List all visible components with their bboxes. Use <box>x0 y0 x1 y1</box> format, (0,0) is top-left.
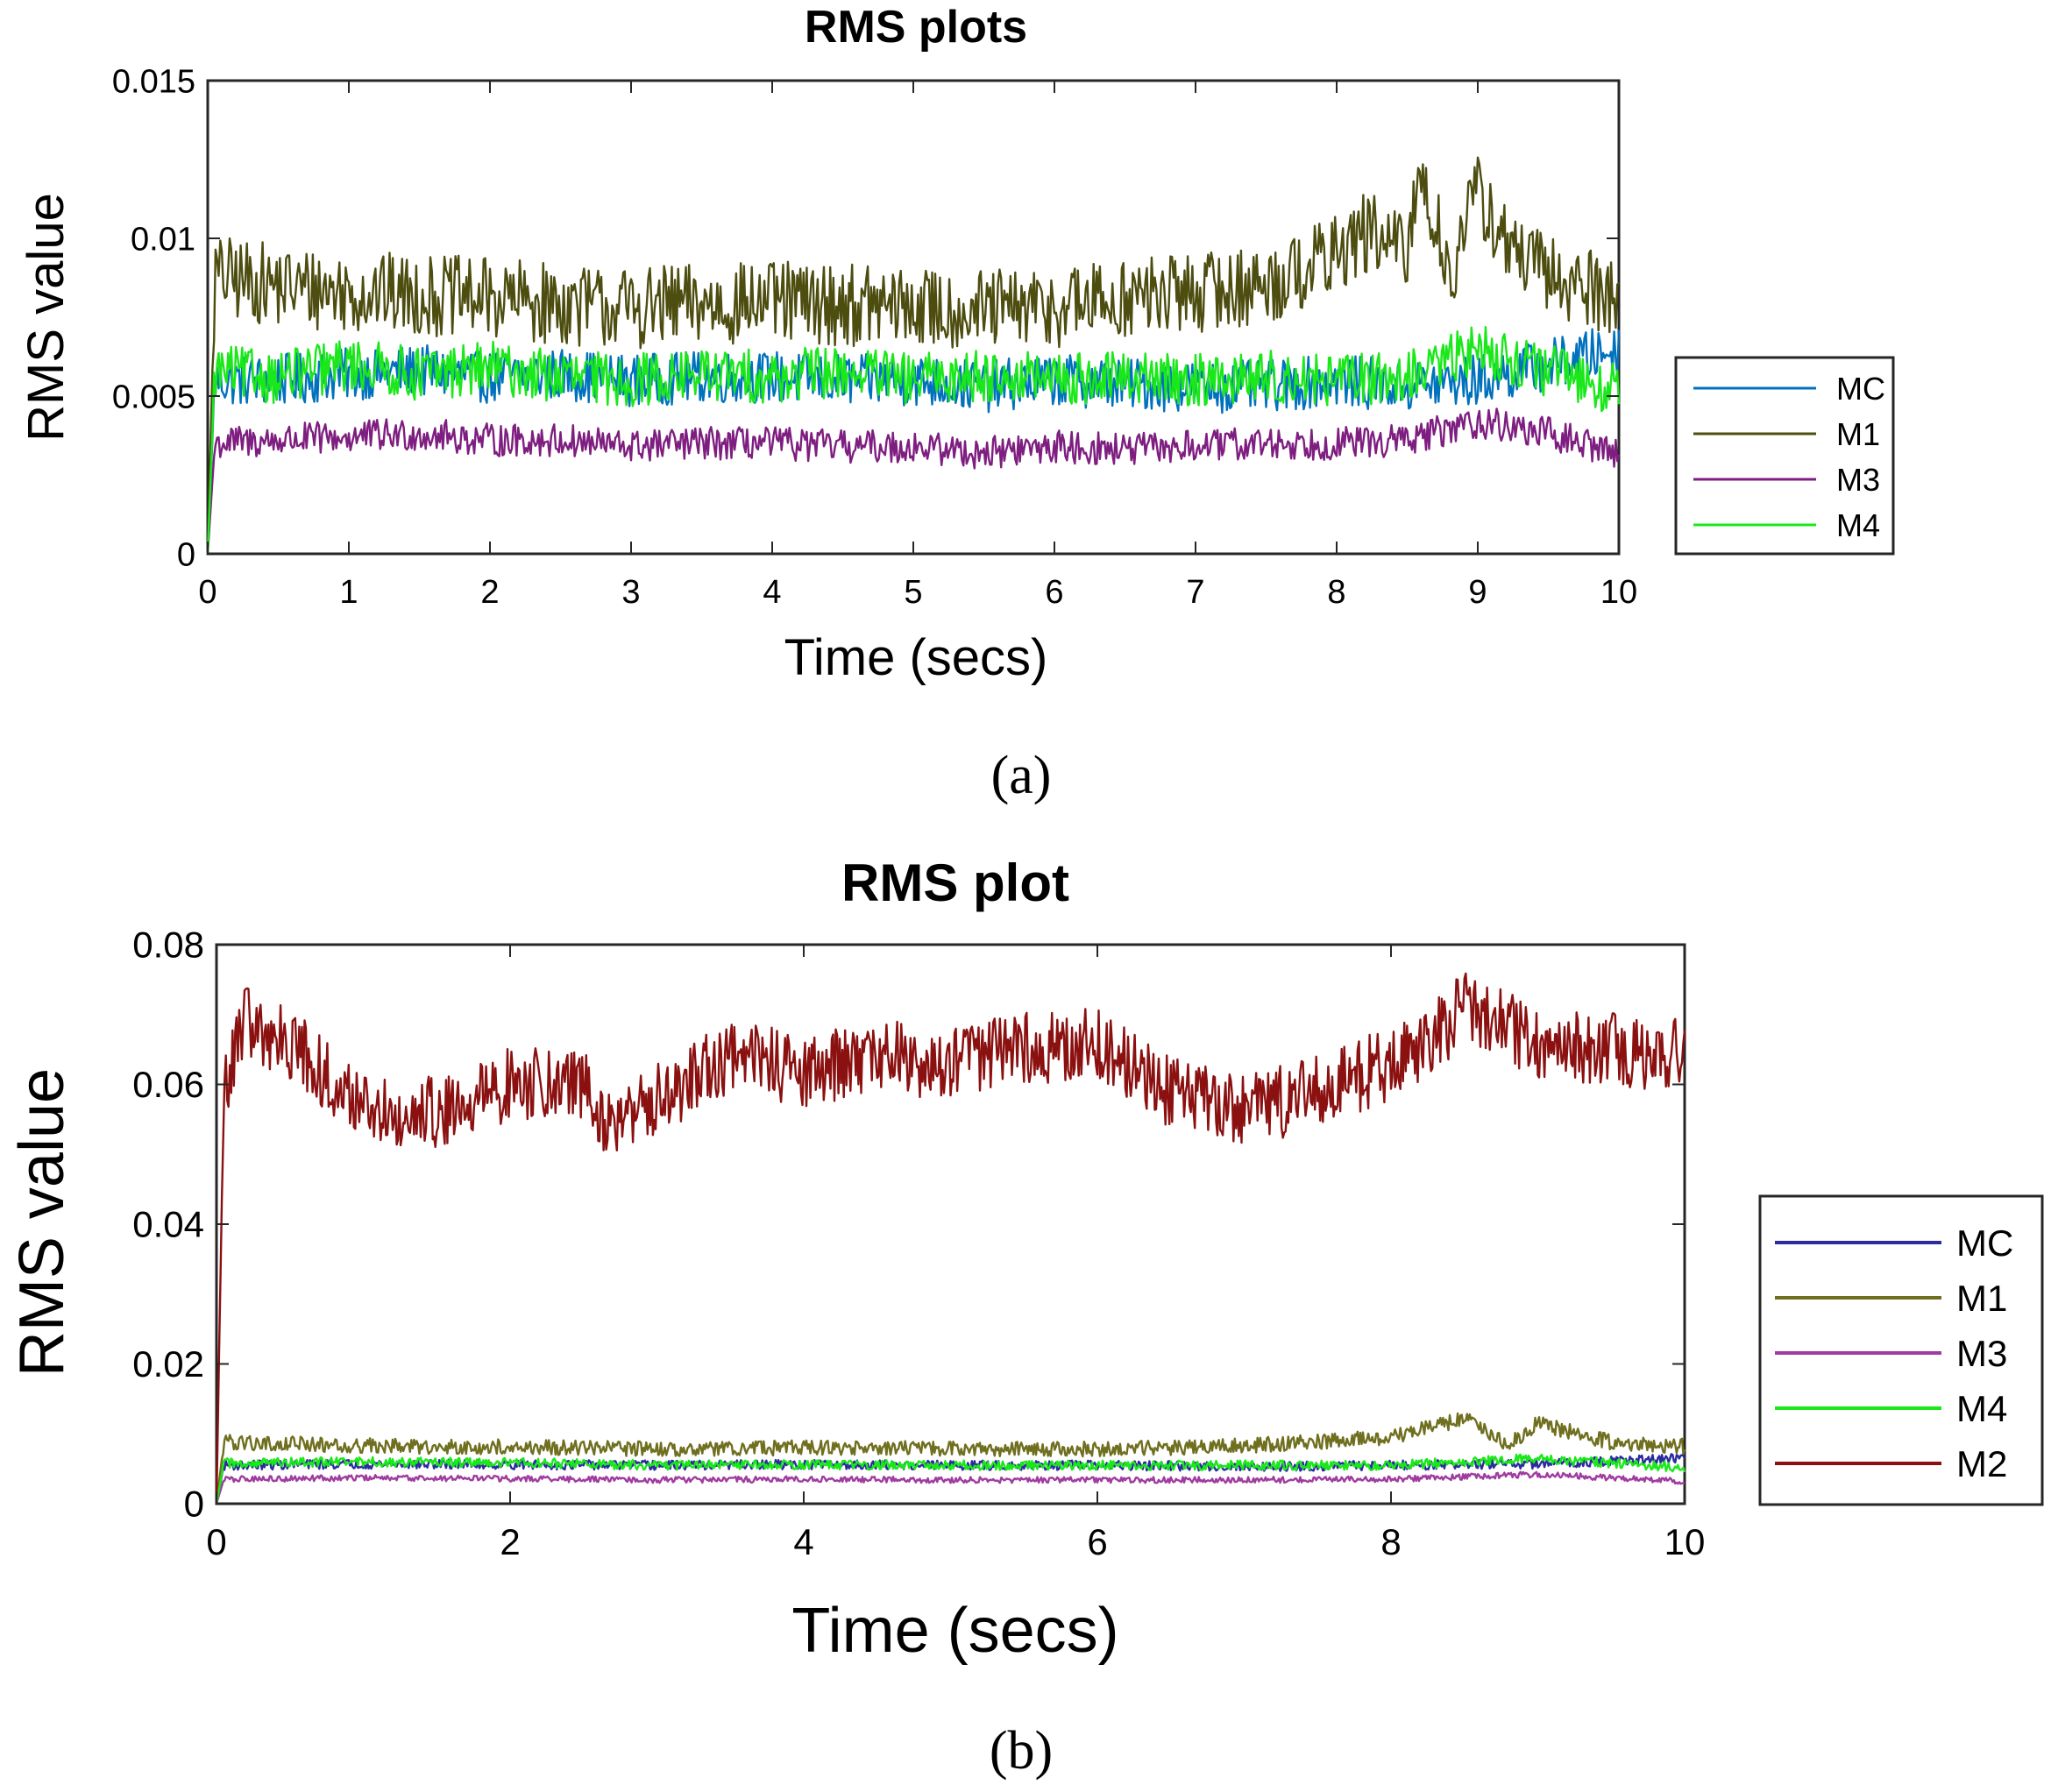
legend-label-m4: M4 <box>1836 507 1880 543</box>
chart-b-title: RMS plot <box>841 854 1069 912</box>
y-tick-label: 0.02 <box>132 1343 204 1385</box>
x-tick-label: 8 <box>1380 1521 1401 1562</box>
chart-b-caption: (b) <box>990 1721 1053 1781</box>
chart-b-legend-box <box>1758 1194 2044 1506</box>
y-tick-label: 0 <box>177 536 195 573</box>
series-line-m4 <box>206 326 1621 555</box>
chart-a-xlabel: Time (secs) <box>784 629 1048 686</box>
x-tick-label: 0 <box>206 1521 226 1562</box>
chart-b-lines <box>215 972 1686 1505</box>
legend-label-mc: MC <box>1956 1222 2013 1264</box>
x-tick-label: 10 <box>1664 1521 1706 1562</box>
y-tick-label: 0.015 <box>112 63 195 100</box>
x-tick-label: 8 <box>1327 574 1345 611</box>
x-tick-label: 3 <box>621 574 640 611</box>
chart-a-caption: (a) <box>991 746 1052 805</box>
chart-a-ylabel: RMS value <box>18 193 75 442</box>
x-tick-label: 9 <box>1468 574 1487 611</box>
chart-a: RMS plots 0 1 2 3 4 5 6 7 8 9 10 0 0.005 0.01 0.015 Ti… <box>18 2 1895 805</box>
x-tick-label: 5 <box>904 574 922 611</box>
legend-label-m1: M1 <box>1956 1278 2007 1319</box>
series-line-m2 <box>215 972 1686 1505</box>
chart-b-ticks: 0 2 4 6 8 10 0 0.02 0.04 0.06 0.08 <box>132 924 1705 1562</box>
legend-label-m3: M3 <box>1956 1333 2007 1374</box>
x-tick-label: 6 <box>1087 1521 1107 1562</box>
chart-a-legend: MC M1 M3 M4 <box>1674 356 1895 556</box>
series-line-m1 <box>215 1412 1686 1505</box>
chart-b-xlabel: Time (secs) <box>791 1596 1118 1666</box>
series-line-m1 <box>206 156 1620 555</box>
legend-label-m4: M4 <box>1956 1388 2007 1429</box>
chart-b-legend: MC M1 M3 M4 M2 <box>1758 1194 2044 1506</box>
series-line-m3 <box>206 407 1621 555</box>
x-tick-label: 4 <box>793 1521 813 1562</box>
x-tick-label: 2 <box>500 1521 520 1562</box>
legend-label-m3: M3 <box>1836 462 1880 498</box>
x-tick-label: 10 <box>1600 574 1637 611</box>
y-tick-label: 0.04 <box>132 1204 204 1245</box>
chart-b-ylabel: RMS value <box>7 1068 77 1377</box>
chart-a-lines <box>206 156 1621 555</box>
x-tick-label: 1 <box>339 574 358 611</box>
x-tick-label: 7 <box>1186 574 1204 611</box>
series-line-m3 <box>215 1470 1686 1505</box>
y-tick-label: 0 <box>184 1484 204 1525</box>
x-tick-label: 6 <box>1045 574 1063 611</box>
chart-a-title: RMS plots <box>805 2 1027 53</box>
series-line-m4 <box>215 1453 1686 1505</box>
chart-b-plot-area <box>215 943 1686 1505</box>
x-tick-label: 0 <box>198 574 216 611</box>
legend-label-m2: M2 <box>1956 1443 2007 1484</box>
chart-b: RMS plot 0 2 4 6 8 10 0 0.02 0.04 0.06 0.08 Time (… <box>7 854 2044 1781</box>
y-tick-label: 0.005 <box>112 379 195 415</box>
chart-a-ticks: 0 1 2 3 4 5 6 7 8 9 10 0 0.005 0.01 0.015 <box>112 63 1637 611</box>
x-tick-label: 4 <box>763 574 781 611</box>
y-tick-label: 0.08 <box>132 924 204 966</box>
legend-label-mc: MC <box>1836 371 1885 407</box>
x-tick-label: 2 <box>480 574 499 611</box>
y-tick-label: 0.06 <box>132 1064 204 1105</box>
chart-a-legend-box <box>1674 356 1895 556</box>
legend-label-m1: M1 <box>1836 416 1880 452</box>
y-tick-label: 0.01 <box>131 221 195 258</box>
